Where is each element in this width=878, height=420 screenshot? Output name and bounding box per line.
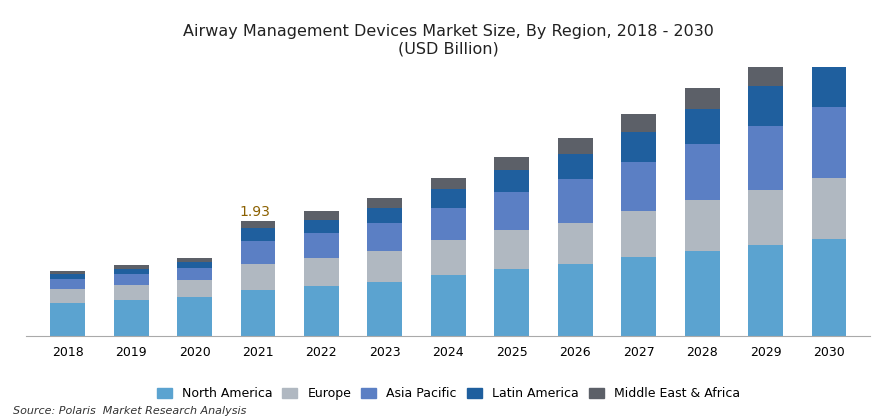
Bar (50, 271, 85, 275)
Bar (558, 223, 592, 264)
Bar (113, 265, 148, 268)
Text: Source: Polaris  Market Research Analysis: Source: Polaris Market Research Analysis (13, 406, 247, 416)
Bar (747, 63, 782, 87)
Bar (176, 262, 212, 268)
Bar (493, 157, 529, 170)
Bar (684, 251, 719, 336)
Bar (810, 63, 846, 107)
Bar (810, 35, 846, 63)
Bar (304, 233, 338, 258)
Bar (241, 221, 275, 228)
Bar (50, 289, 85, 303)
Bar (747, 126, 782, 190)
Bar (493, 230, 529, 268)
Bar (430, 240, 465, 275)
Bar (430, 189, 465, 207)
Bar (558, 264, 592, 336)
Bar (558, 179, 592, 223)
Bar (367, 207, 402, 223)
Bar (367, 198, 402, 207)
Bar (367, 223, 402, 251)
Bar (493, 170, 529, 192)
Bar (176, 281, 212, 297)
Bar (810, 239, 846, 336)
Bar (50, 279, 85, 289)
Bar (176, 297, 212, 336)
Bar (684, 144, 719, 200)
Bar (621, 114, 655, 132)
Bar (810, 107, 846, 178)
Bar (621, 257, 655, 336)
Bar (430, 207, 465, 240)
Bar (747, 245, 782, 336)
Bar (621, 211, 655, 257)
Bar (684, 88, 719, 109)
Bar (113, 300, 148, 336)
Bar (304, 220, 338, 233)
Title: Airway Management Devices Market Size, By Region, 2018 - 2030
(USD Billion): Airway Management Devices Market Size, B… (183, 24, 713, 56)
Bar (50, 303, 85, 336)
Bar (241, 241, 275, 264)
Bar (176, 268, 212, 281)
Bar (747, 87, 782, 126)
Bar (430, 275, 465, 336)
Bar (558, 138, 592, 154)
Bar (367, 251, 402, 282)
Bar (113, 274, 148, 285)
Bar (176, 258, 212, 262)
Bar (493, 268, 529, 336)
Bar (304, 286, 338, 336)
Bar (747, 190, 782, 245)
Bar (304, 258, 338, 286)
Bar (113, 268, 148, 274)
Bar (493, 192, 529, 230)
Bar (621, 132, 655, 162)
Bar (430, 178, 465, 189)
Text: 1.93: 1.93 (239, 205, 270, 219)
Bar (367, 282, 402, 336)
Bar (558, 154, 592, 179)
Bar (50, 275, 85, 279)
Bar (810, 178, 846, 239)
Bar (621, 162, 655, 211)
Bar (684, 200, 719, 251)
Legend: North America, Europe, Asia Pacific, Latin America, Middle East & Africa: North America, Europe, Asia Pacific, Lat… (152, 382, 744, 405)
Bar (113, 285, 148, 300)
Bar (304, 211, 338, 220)
Bar (241, 290, 275, 336)
Bar (684, 109, 719, 144)
Bar (241, 264, 275, 290)
Bar (241, 228, 275, 241)
